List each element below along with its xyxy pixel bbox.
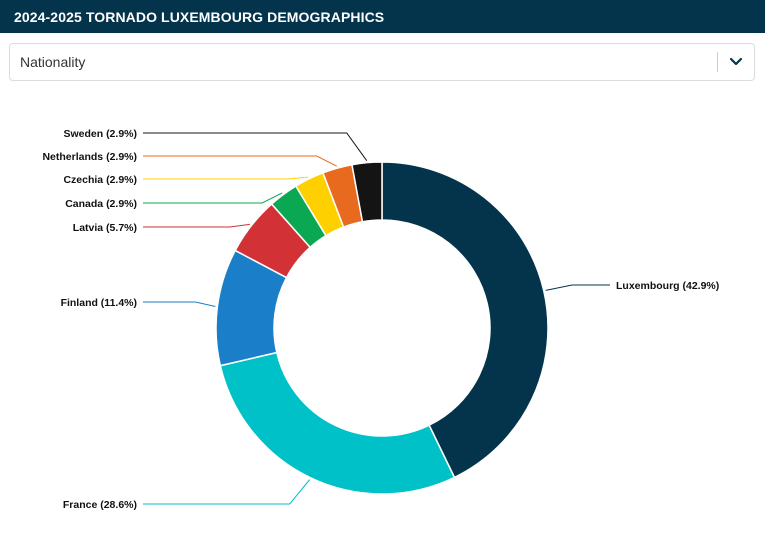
donut-chart: Luxembourg (42.9%) France (28.6%) Finland … bbox=[42, 128, 719, 511]
leader-line-czechia bbox=[143, 176, 309, 180]
pie-slice-sweden[interactable] bbox=[351, 161, 383, 223]
pie-slice-luxembourg[interactable] bbox=[381, 161, 549, 479]
slice-label-latvia: Latvia (5.7%) bbox=[73, 222, 137, 234]
leader-line-canada bbox=[143, 192, 283, 204]
chart-labels: Luxembourg (42.9%) France (28.6%) Finland … bbox=[42, 128, 719, 511]
card-title: 2024-2025 TORNADO LUXEMBOURG DEMOGRAPHIC… bbox=[14, 8, 385, 25]
slice-label-czechia: Czechia (2.9%) bbox=[63, 174, 137, 186]
chevron-down-icon[interactable] bbox=[718, 44, 754, 80]
chart-slices bbox=[215, 161, 549, 495]
chart-leader-lines bbox=[143, 132, 610, 505]
slice-label-netherlands: Netherlands (2.9%) bbox=[42, 151, 137, 163]
slice-label-sweden: Sweden (2.9%) bbox=[63, 128, 137, 140]
slice-label-france: France (28.6%) bbox=[63, 499, 137, 511]
category-select[interactable]: Nationality bbox=[9, 43, 755, 81]
leader-line-luxembourg bbox=[545, 284, 610, 291]
slice-label-finland: Finland (11.4%) bbox=[61, 297, 137, 309]
card-header: 2024-2025 TORNADO LUXEMBOURG DEMOGRAPHIC… bbox=[0, 0, 765, 33]
pie-slice-france[interactable] bbox=[219, 351, 456, 495]
leader-line-finland bbox=[143, 301, 216, 307]
leader-line-france bbox=[143, 479, 311, 505]
leader-line-latvia bbox=[143, 223, 250, 228]
slice-label-canada: Canada (2.9%) bbox=[65, 198, 137, 210]
leader-line-netherlands bbox=[143, 155, 337, 167]
leader-line-sweden bbox=[143, 132, 368, 161]
select-separator bbox=[717, 52, 718, 72]
slice-label-luxembourg: Luxembourg (42.9%) bbox=[616, 280, 719, 292]
category-select-value: Nationality bbox=[20, 54, 86, 70]
